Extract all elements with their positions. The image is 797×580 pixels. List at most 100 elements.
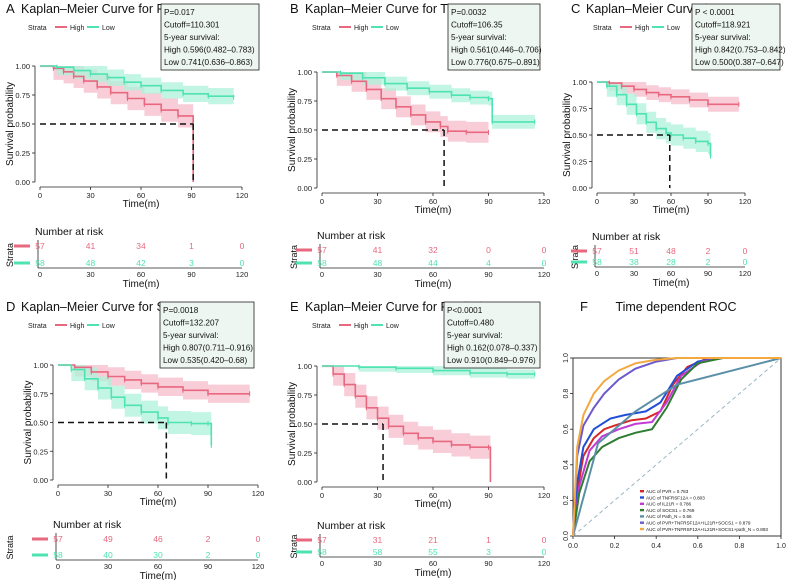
x-tick-label: 30 (373, 491, 381, 500)
roc-x-tick-label: 0.8 (735, 543, 745, 550)
stats-box (443, 301, 541, 369)
roc-x-tick-label: 0.4 (651, 543, 661, 550)
ci-band-high (40, 66, 194, 130)
y-tick-label: 0.00 (572, 184, 587, 193)
risk-count-low: 0 (240, 258, 245, 268)
risk-count-low: 2 (206, 550, 211, 560)
stats-line: P < 0.0001 (695, 8, 735, 17)
risk-x-tick-label: 30 (373, 270, 381, 279)
risk-count-low: 38 (629, 257, 639, 267)
risk-title: Number at risk (35, 226, 104, 238)
x-tick-label: 0 (56, 489, 60, 498)
risk-count-high: 1 (189, 241, 194, 251)
y-axis-label: Survival probability (562, 93, 573, 177)
x-tick-label: 0 (38, 191, 42, 200)
risk-count-low: 48 (86, 258, 96, 268)
risk-x-tick-label: 120 (538, 559, 551, 568)
x-tick-label: 60 (154, 489, 162, 498)
y-axis-label: Survival probability (23, 381, 34, 465)
x-axis-label: Time(m) (415, 499, 452, 510)
panel-letter: D (6, 299, 15, 314)
y-tick-label: 0.00 (297, 478, 312, 487)
risk-count-low: 30 (153, 550, 163, 560)
risk-x-tick-label: 0 (38, 270, 42, 279)
risk-y-label: Strata (570, 245, 580, 269)
km-curve-high (322, 365, 492, 482)
risk-count-low: 58 (592, 257, 602, 267)
risk-count-high: 57 (53, 534, 63, 544)
risk-count-high: 57 (592, 246, 602, 256)
stats-line: Cutoff=110.301 (164, 21, 220, 30)
risk-count-high: 32 (428, 245, 438, 255)
km-curve-high (58, 364, 250, 395)
ci-band-low (597, 82, 711, 167)
x-tick-label: 60 (429, 197, 437, 206)
risk-count-high: 0 (542, 245, 547, 255)
roc-x-tick-label: 0.2 (610, 543, 620, 550)
risk-title: Number at risk (53, 519, 122, 531)
risk-count-high: 49 (103, 534, 113, 544)
roc-diagonal (572, 357, 782, 537)
risk-title: Number at risk (317, 520, 386, 532)
stats-line: High 0.842(0.753–0.842) (695, 46, 786, 55)
risk-count-high: 0 (486, 245, 491, 255)
risk-count-low: 58 (53, 550, 63, 560)
y-tick-label: 0.00 (297, 184, 312, 193)
x-tick-label: 120 (538, 491, 551, 500)
roc-y-tick-label: 0.4 (563, 460, 570, 470)
x-tick-label: 90 (204, 489, 212, 498)
roc-x-tick-label: 1.0 (776, 543, 786, 550)
risk-x-tick-label: 30 (373, 559, 381, 568)
x-tick-label: 30 (373, 197, 381, 206)
x-tick-label: 60 (667, 197, 675, 206)
legend-strata-label: Strata (28, 25, 47, 32)
y-tick-label: 0.50 (297, 126, 312, 135)
risk-count-high: 41 (86, 241, 96, 251)
x-tick-label: 0 (320, 197, 324, 206)
roc-legend-label: AUC of PVR = 0.783 (646, 489, 689, 494)
roc-x-tick-label: 0.6 (693, 543, 703, 550)
legend-low-label: Low (667, 25, 681, 32)
stats-line: 5-year survival: (163, 331, 219, 340)
risk-x-tick-label: 90 (704, 269, 712, 278)
risk-count-high: 2 (706, 246, 711, 256)
x-tick-label: 30 (630, 197, 638, 206)
risk-y-label: Strata (289, 245, 299, 269)
risk-count-high: 2 (206, 534, 211, 544)
legend-strata-label: Strata (593, 25, 612, 32)
roc-curve (572, 357, 782, 537)
y-tick-label: 1.00 (297, 362, 312, 371)
legend-low-label: Low (386, 25, 400, 32)
risk-count-low: 0 (743, 257, 748, 267)
x-tick-label: 120 (252, 489, 265, 498)
roc-panel-F: F Time dependent ROC 0.0 0.2 0.4 0.6 0.8 1.0 0.0… (563, 299, 786, 550)
stats-box (447, 3, 541, 71)
x-axis-label: Time(m) (653, 205, 690, 216)
risk-count-low: 44 (428, 258, 438, 268)
risk-x-tick-label: 60 (154, 562, 162, 571)
y-axis-label: Survival probability (5, 82, 16, 166)
y-tick-label: 0.25 (297, 449, 312, 458)
stats-line: High 0.807(0.711–0.916) (163, 344, 253, 353)
stats-line: High 0.162(0.078–0.337) (447, 344, 538, 353)
stats-line: Low 0.500(0.387–0.647) (695, 58, 784, 67)
roc-curve (572, 357, 781, 537)
roc-y-tick-label: 0.2 (563, 495, 570, 505)
stats-line: Cutoff=118.921 (695, 21, 751, 30)
x-axis-label: Time(m) (140, 497, 177, 508)
x-tick-label: 30 (104, 489, 112, 498)
risk-x-tick-label: 30 (104, 562, 112, 571)
risk-count-low: 48 (373, 258, 383, 268)
roc-legend-label: AUC of PVR+TNFRSF12A+IL21R+SOCS1+path_N … (646, 527, 768, 532)
panel-letter: A (6, 1, 15, 16)
risk-x-tick-label: 120 (739, 269, 752, 278)
y-tick-label: 0.75 (33, 390, 48, 399)
x-tick-label: 60 (429, 491, 437, 500)
stats-line: 5-year survival: (164, 33, 220, 42)
y-tick-label: 0.50 (33, 419, 48, 428)
ci-band-low (322, 366, 535, 379)
stats-line: P=0.0032 (451, 8, 487, 17)
panel-title: Kaplan–Meier Curve for SOCS1 (21, 300, 199, 314)
legend-low-label: Low (386, 323, 400, 330)
